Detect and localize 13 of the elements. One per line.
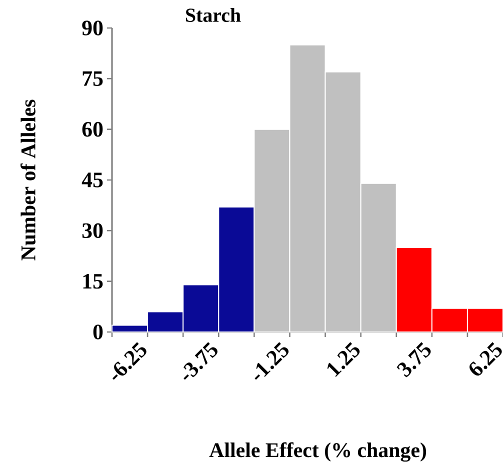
y-tick-label: 75 <box>82 71 103 86</box>
x-tick-label: 6.25 <box>470 342 502 376</box>
x-axis-title: Allele Effect (% change) <box>209 442 426 462</box>
y-tick-label: 90 <box>82 20 103 36</box>
y-tick-label: 45 <box>82 172 103 188</box>
chart-title: Starch <box>186 8 241 22</box>
y-tick-label: 60 <box>82 122 103 137</box>
x-tick-label: 1.25 <box>327 342 360 377</box>
y-tick-label: 15 <box>83 274 103 289</box>
x-tick-label: 3.75 <box>396 342 431 378</box>
y-tick-label: 30 <box>82 223 103 238</box>
y-axis-title: Number of Alleles <box>20 100 36 260</box>
y-tick-label: 0 <box>93 324 103 340</box>
